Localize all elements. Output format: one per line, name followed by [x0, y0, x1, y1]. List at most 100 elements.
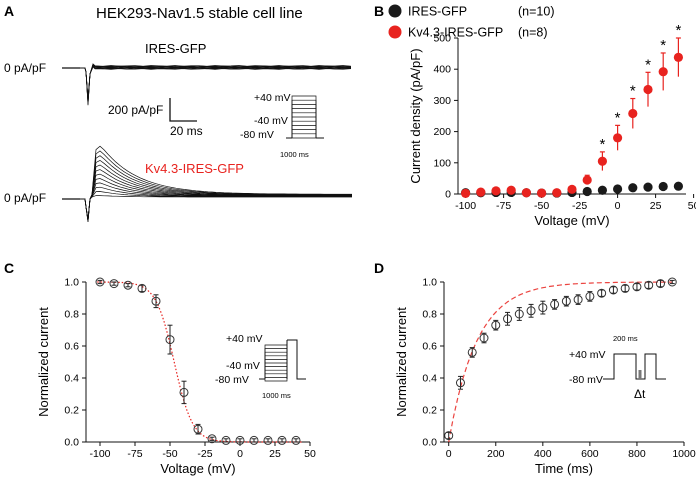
ires-gfp-trace — [80, 63, 352, 104]
protocol-d-gap-marker — [638, 370, 642, 379]
trace-label-ires-gfp: IRES-GFP — [145, 41, 206, 56]
inactivation-point — [249, 435, 259, 445]
ires-gfp-trace — [80, 63, 352, 106]
kv43-point — [643, 84, 653, 95]
y-tick-label: 0 — [445, 189, 451, 201]
y-tick-label: 0.8 — [422, 309, 437, 321]
recovery-point — [585, 291, 595, 301]
x-tick-label: -75 — [496, 200, 511, 212]
y-tick-label: 0.0 — [64, 437, 79, 449]
significance-asterisk: * — [645, 56, 651, 73]
kv43-point — [597, 156, 608, 166]
ires-gfp-traces — [80, 63, 352, 106]
protocol-step-line — [264, 359, 288, 379]
y-tick-label: 200 — [433, 126, 451, 138]
kv43-point — [567, 184, 577, 194]
inactivation-point — [207, 434, 217, 444]
protocol-a-vlow: -80 mV — [240, 129, 274, 141]
protocol-step-line — [264, 351, 288, 379]
ires-gfp-point — [582, 186, 592, 197]
inactivation-point — [221, 435, 231, 445]
kv43-point — [582, 175, 592, 185]
recovery-point — [620, 283, 630, 293]
kv43-point — [476, 187, 486, 197]
panel-d-chart: 0 200 400 600 800 1000 0.0 0.2 0.4 0.6 0.8 1.0 Time … — [394, 277, 696, 477]
y-tick-label: 0.4 — [64, 373, 79, 385]
x-tick-label: 800 — [628, 448, 646, 460]
significance-asterisk: * — [675, 22, 681, 39]
recovery-point — [491, 320, 501, 330]
protocol-a-steps — [286, 95, 324, 139]
kv43-trace — [80, 182, 352, 222]
inactivation-point — [277, 435, 287, 445]
x-tick-label: 25 — [650, 200, 662, 212]
recovery-point — [503, 314, 513, 324]
inactivation-point — [165, 335, 175, 345]
boltzmann-fit-curve — [97, 281, 302, 443]
kv43-point — [491, 186, 501, 196]
y-tick-label: 0.8 — [64, 309, 79, 321]
recovery-point — [538, 303, 548, 313]
inactivation-point — [109, 279, 119, 289]
legend-marker — [388, 25, 402, 39]
protocol-a-vmid: -40 mV — [254, 115, 288, 127]
protocol-step-line — [264, 362, 288, 379]
x-tick-label: 0 — [237, 448, 243, 460]
recovery-point — [550, 299, 560, 309]
ires-gfp-trace — [80, 66, 352, 99]
significance-asterisk: * — [599, 136, 605, 153]
recovery-point — [632, 282, 642, 292]
protocol-step-line — [264, 379, 288, 382]
inactivation-point — [263, 435, 273, 445]
ires-gfp-point — [643, 182, 653, 192]
x-tick-label: 25 — [269, 448, 281, 460]
kv43-trace — [80, 195, 352, 223]
x-tick-label: 200 — [487, 448, 505, 460]
ires-gfp-point — [673, 181, 684, 191]
y-tick-label: 1.0 — [422, 277, 437, 289]
ires-gfp-point — [658, 181, 668, 192]
recovery-point — [455, 378, 465, 388]
recovery-point — [573, 295, 583, 305]
legend-label: Kv4.3-IRES-GFP — [408, 26, 503, 40]
recovery-fit-curve — [448, 281, 673, 443]
significance-asterisk: * — [660, 37, 666, 54]
y-tick-label: 1.0 — [64, 277, 79, 289]
recovery-point — [655, 279, 665, 289]
x-axis-title: Time (ms) — [535, 461, 593, 476]
panel-c-chart: -100 -75 -50 -25 0 25 50 0.0 0.2 0.4 0.6 0.8 1.0 Volt… — [36, 277, 316, 477]
panel-a-title: HEK293-Nav1.5 stable cell line — [96, 5, 303, 22]
x-tick-label: -50 — [534, 200, 549, 212]
y-tick-label: 500 — [433, 33, 451, 45]
kv43-point — [613, 133, 623, 143]
ires-gfp-point — [628, 183, 638, 193]
inactivation-point — [291, 435, 301, 445]
x-tick-label: -25 — [572, 200, 587, 212]
protocol-d-vlow: -80 mV — [569, 374, 603, 386]
inactivation-point — [193, 424, 203, 434]
ires-gfp-trace — [80, 64, 352, 103]
protocol-step-line — [291, 99, 317, 138]
panel-letter-b: B — [374, 3, 384, 19]
y-tick-label: 0.0 — [422, 437, 437, 449]
scale-current-label: 200 pA/pF — [108, 103, 163, 117]
protocol-step-line — [291, 116, 317, 138]
y-tick-label: 0.4 — [422, 373, 437, 385]
y-tick-label: 100 — [433, 157, 451, 169]
y-axis-title: Normalized current — [36, 307, 51, 417]
panel-b-chart: -100-75-50-25025500100200300400500Voltag… — [388, 4, 696, 228]
protocol-c-vhigh: +40 mV — [226, 333, 262, 345]
inactivation-point — [95, 277, 105, 287]
ires-gfp-trace — [80, 65, 352, 100]
recovery-point — [644, 280, 654, 290]
kv43-point — [658, 67, 668, 77]
x-tick-label: -75 — [127, 448, 142, 460]
x-tick-label: 50 — [688, 200, 696, 212]
kv43-point — [673, 52, 684, 62]
recovery-point — [467, 347, 477, 357]
kv43-trace — [80, 178, 352, 221]
x-tick-label: -50 — [162, 448, 177, 460]
protocol-step-line — [291, 125, 317, 138]
scale-bar — [169, 98, 197, 122]
panel-letter-d: D — [374, 260, 384, 276]
